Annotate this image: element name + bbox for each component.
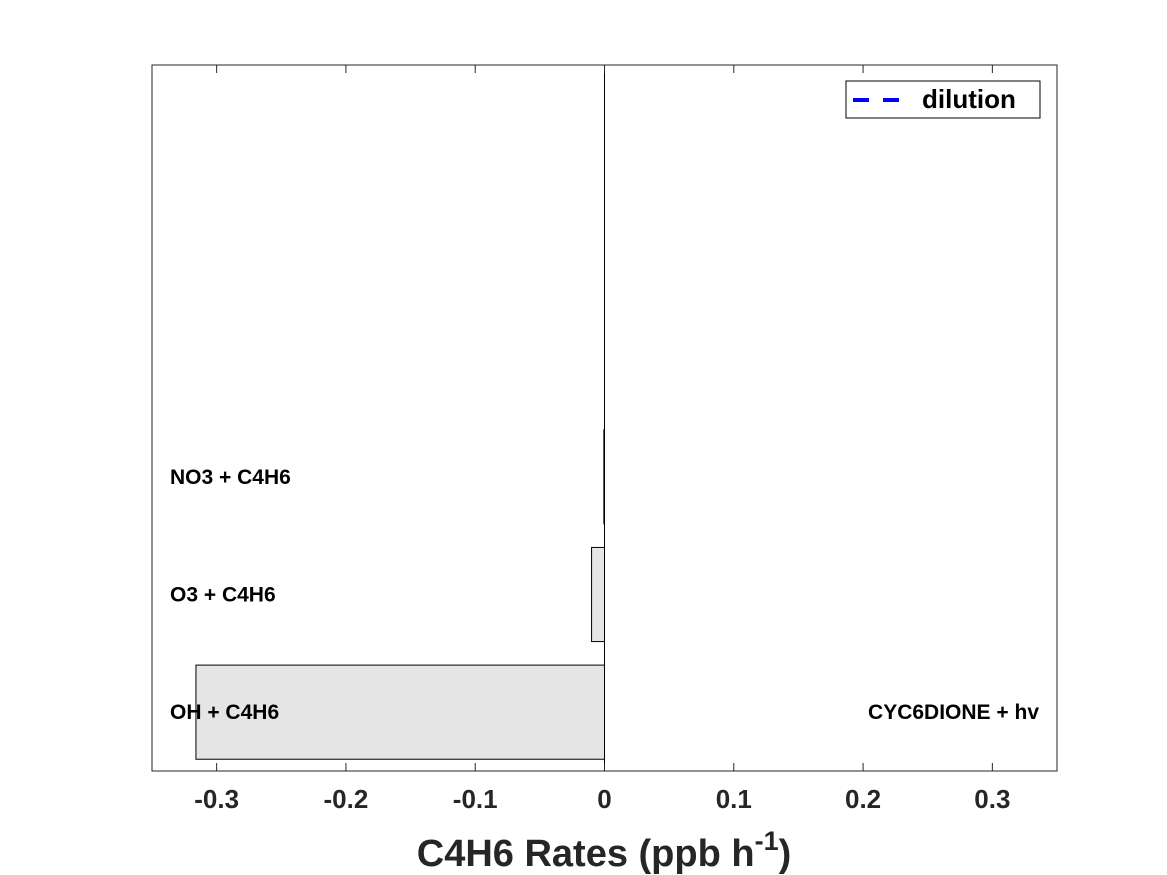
x-tick-label-4: 0.1 — [716, 784, 752, 814]
tick-labels-group: -0.3 -0.2 -0.1 0 0.1 0.2 0.3 — [194, 784, 1010, 814]
x-tick-label-3: 0 — [597, 784, 611, 814]
bar-label-cyc6dione-hv: CYC6DIONE + hv — [868, 701, 1039, 724]
legend-box — [845, 80, 1041, 119]
bar-label-o3-c4h6: O3 + C4H6 — [170, 584, 276, 607]
x-axis-title-superscript: -1 — [755, 826, 779, 856]
x-tick-label-2: -0.1 — [453, 784, 498, 814]
x-axis-title-tail: ) — [779, 833, 792, 875]
bar-oh-c4h6 — [195, 664, 605, 760]
legend: dilution — [845, 80, 1041, 119]
x-axis-title: C4H6 Rates (ppb h-1) — [417, 826, 792, 875]
bar-label-no3-c4h6: NO3 + C4H6 — [170, 466, 291, 489]
x-tick-label-5: 0.2 — [845, 784, 881, 814]
x-tick-label-0: -0.3 — [194, 784, 239, 814]
legend-label-dilution: dilution — [922, 84, 1016, 114]
bar-labels-group: OH + C4H6 O3 + C4H6 NO3 + C4H6 CYC6DIONE + … — [170, 466, 1039, 724]
bars-group — [195, 429, 606, 760]
ticks-group — [216, 65, 993, 771]
x-tick-label-6: 0.3 — [974, 784, 1010, 814]
x-tick-label-1: -0.2 — [324, 784, 369, 814]
bar-o3-c4h6 — [591, 546, 605, 643]
bar-label-oh-c4h6: OH + C4H6 — [170, 701, 279, 724]
